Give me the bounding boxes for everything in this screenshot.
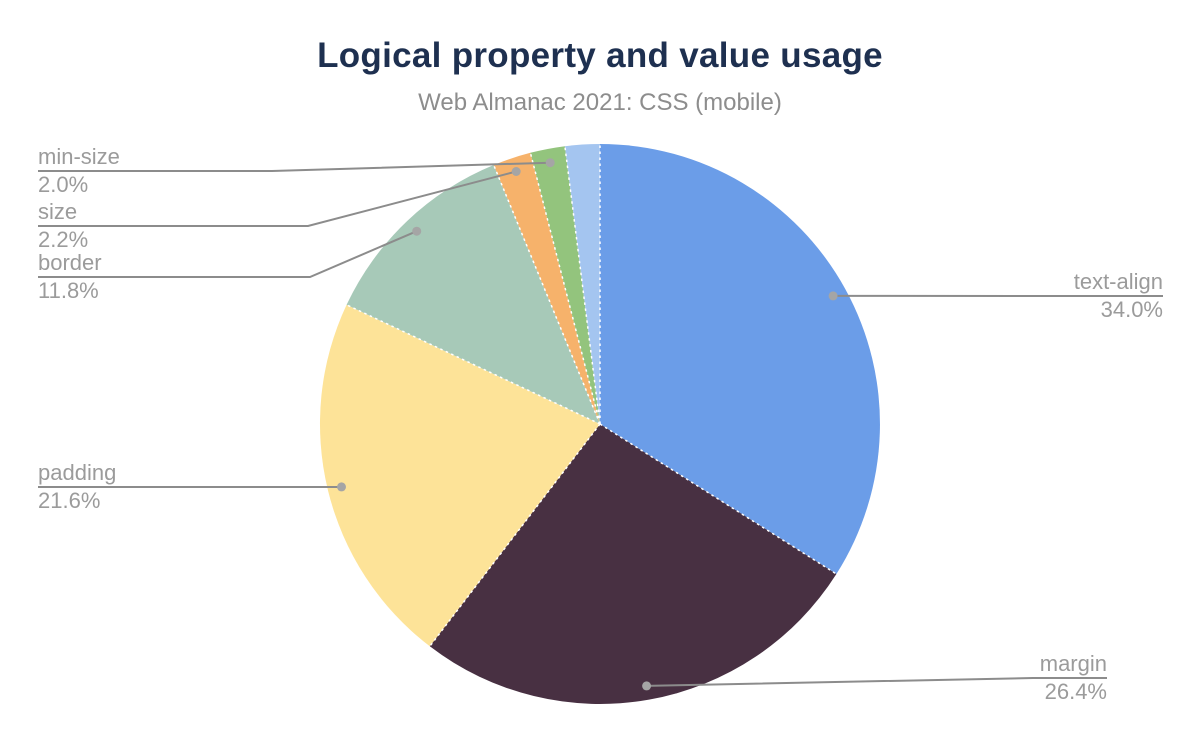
pie-slice-border[interactable] xyxy=(346,165,600,424)
callout-line-border xyxy=(38,230,418,278)
callout-dot-padding xyxy=(337,482,346,492)
callout-line-margin xyxy=(646,677,1107,687)
callout-value-min-size: 2.0% xyxy=(38,172,88,197)
pie-slice-text-align[interactable] xyxy=(600,144,880,574)
callout-label-padding: padding xyxy=(38,460,116,485)
callout-line-min-size xyxy=(38,161,551,172)
callout-value-margin: 26.4% xyxy=(1045,679,1107,704)
callout-value-padding: 21.6% xyxy=(38,488,100,513)
chart-title: Logical property and value usage xyxy=(317,36,883,75)
slice-divider xyxy=(599,423,837,575)
callout-label-margin: margin xyxy=(1040,651,1107,676)
pie-slice-min-size[interactable] xyxy=(530,146,600,424)
slice-divider xyxy=(529,152,601,425)
callout-dot-text-align xyxy=(828,291,838,301)
pie-slice-size[interactable] xyxy=(493,152,600,425)
callout-label-border: border xyxy=(38,250,102,275)
slice-divider xyxy=(346,304,601,425)
callout-dot-size xyxy=(511,167,521,176)
callout-label-min-size: min-size xyxy=(38,144,120,169)
slice-divider xyxy=(429,423,601,647)
callout-value-border: 11.8% xyxy=(38,278,99,303)
slice-divider xyxy=(564,146,601,425)
callout-label-size: size xyxy=(38,199,77,224)
callout-line-size xyxy=(38,170,517,227)
callout-dot-border xyxy=(412,226,422,236)
pie-slice-padding[interactable] xyxy=(319,304,600,647)
callout-dot-min-size xyxy=(545,158,555,168)
callout-dot-margin xyxy=(642,681,652,691)
callout-value-text-align: 34.0% xyxy=(1101,297,1163,322)
callout-value-size: 2.2% xyxy=(38,227,88,252)
pie-slice-margin[interactable] xyxy=(429,424,837,704)
callout-label-text-align: text-align xyxy=(1074,269,1163,294)
chart-subtitle: Web Almanac 2021: CSS (mobile) xyxy=(418,89,782,116)
slice-divider xyxy=(493,164,601,425)
